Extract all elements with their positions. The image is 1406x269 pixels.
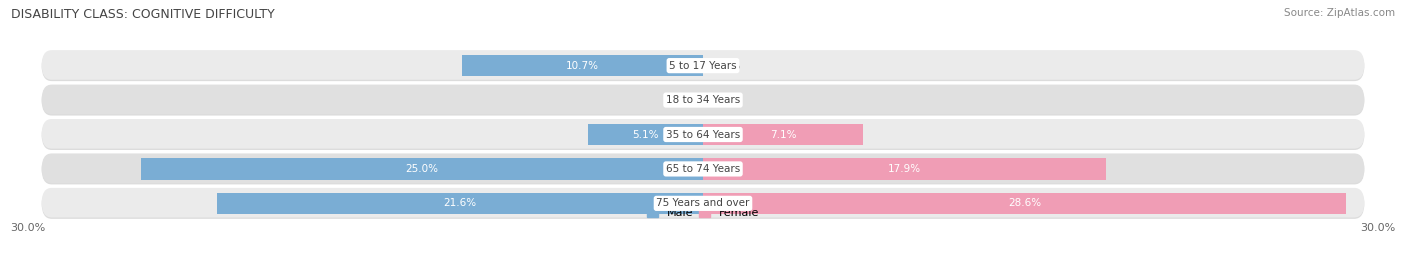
Text: 10.7%: 10.7% <box>567 61 599 71</box>
FancyBboxPatch shape <box>42 188 1364 217</box>
FancyBboxPatch shape <box>42 155 1364 185</box>
FancyBboxPatch shape <box>42 86 1364 116</box>
Bar <box>217 193 703 214</box>
Text: 75 Years and over: 75 Years and over <box>657 198 749 208</box>
Text: 65 to 74 Years: 65 to 74 Years <box>666 164 740 174</box>
Text: 7.1%: 7.1% <box>769 129 796 140</box>
Bar <box>703 124 863 145</box>
FancyBboxPatch shape <box>42 84 1364 114</box>
Bar <box>463 55 703 76</box>
Text: 0.0%: 0.0% <box>665 95 692 105</box>
Text: 0.0%: 0.0% <box>714 61 741 71</box>
Bar <box>703 158 1105 180</box>
Text: 28.6%: 28.6% <box>1008 198 1042 208</box>
Text: 17.9%: 17.9% <box>887 164 921 174</box>
FancyBboxPatch shape <box>42 50 1364 80</box>
Text: 35 to 64 Years: 35 to 64 Years <box>666 129 740 140</box>
Text: 25.0%: 25.0% <box>405 164 439 174</box>
Text: 18 to 34 Years: 18 to 34 Years <box>666 95 740 105</box>
FancyBboxPatch shape <box>42 121 1364 150</box>
Bar <box>588 124 703 145</box>
FancyBboxPatch shape <box>42 52 1364 81</box>
FancyBboxPatch shape <box>42 153 1364 183</box>
Text: Source: ZipAtlas.com: Source: ZipAtlas.com <box>1284 8 1395 18</box>
Legend: Male, Female: Male, Female <box>647 208 759 218</box>
FancyBboxPatch shape <box>42 189 1364 219</box>
Text: 21.6%: 21.6% <box>443 198 477 208</box>
Text: 5.1%: 5.1% <box>633 129 659 140</box>
Bar <box>703 193 1347 214</box>
FancyBboxPatch shape <box>42 119 1364 148</box>
Bar <box>141 158 703 180</box>
Text: 5 to 17 Years: 5 to 17 Years <box>669 61 737 71</box>
Text: DISABILITY CLASS: COGNITIVE DIFFICULTY: DISABILITY CLASS: COGNITIVE DIFFICULTY <box>11 8 276 21</box>
Text: 0.0%: 0.0% <box>714 95 741 105</box>
